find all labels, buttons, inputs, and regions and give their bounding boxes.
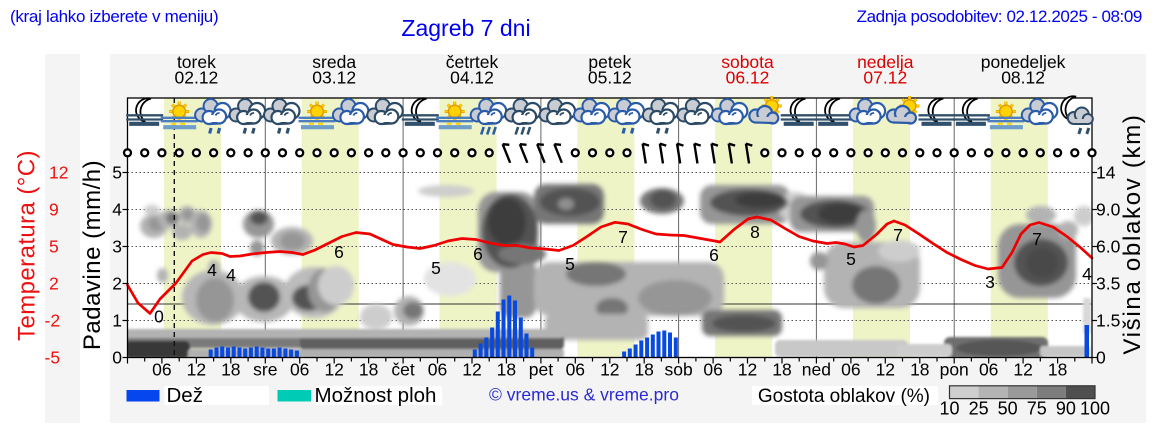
svg-text:Dež: Dež bbox=[167, 384, 203, 407]
svg-text:pet: pet bbox=[529, 360, 553, 380]
svg-text:sobota: sobota bbox=[721, 52, 774, 72]
svg-text:četrtek: četrtek bbox=[446, 52, 499, 72]
svg-text:ned: ned bbox=[802, 360, 831, 380]
svg-text:12: 12 bbox=[49, 163, 68, 183]
svg-text:75: 75 bbox=[1027, 399, 1047, 419]
svg-text:02.12: 02.12 bbox=[175, 68, 219, 88]
svg-text:12: 12 bbox=[876, 360, 895, 380]
svg-text:12: 12 bbox=[600, 360, 619, 380]
svg-text:7: 7 bbox=[893, 225, 903, 245]
svg-text:5: 5 bbox=[431, 258, 441, 278]
svg-text:-5: -5 bbox=[45, 348, 61, 368]
svg-text:petek: petek bbox=[588, 52, 631, 72]
svg-text:12: 12 bbox=[1013, 360, 1032, 380]
svg-text:0: 0 bbox=[1096, 348, 1106, 368]
svg-text:sreda: sreda bbox=[312, 52, 356, 72]
svg-text:pon: pon bbox=[940, 360, 969, 380]
svg-text:18: 18 bbox=[221, 360, 240, 380]
svg-text:1.5: 1.5 bbox=[1096, 311, 1120, 331]
svg-text:čet: čet bbox=[391, 360, 414, 380]
svg-text:06: 06 bbox=[703, 360, 722, 380]
svg-text:18: 18 bbox=[634, 360, 653, 380]
svg-text:05.12: 05.12 bbox=[588, 68, 632, 88]
svg-text:3: 3 bbox=[112, 237, 122, 257]
svg-text:Zadnja posodobitev: 02.12.2025: Zadnja posodobitev: 02.12.2025 - 08:09 bbox=[857, 7, 1142, 26]
svg-text:sob: sob bbox=[664, 360, 692, 380]
svg-text:06: 06 bbox=[566, 360, 585, 380]
svg-text:06: 06 bbox=[841, 360, 860, 380]
svg-text:08.12: 08.12 bbox=[1001, 68, 1045, 88]
svg-text:14: 14 bbox=[1096, 163, 1116, 183]
svg-text:6: 6 bbox=[709, 245, 719, 265]
svg-text:18: 18 bbox=[1048, 360, 1067, 380]
svg-text:18: 18 bbox=[359, 360, 378, 380]
svg-text:18: 18 bbox=[772, 360, 791, 380]
svg-text:18: 18 bbox=[910, 360, 929, 380]
svg-text:ponedeljek: ponedeljek bbox=[981, 52, 1066, 72]
svg-text:sre: sre bbox=[253, 360, 277, 380]
svg-text:8: 8 bbox=[750, 222, 760, 242]
svg-text:03.12: 03.12 bbox=[312, 68, 356, 88]
svg-text:2: 2 bbox=[112, 274, 122, 294]
svg-text:9.0: 9.0 bbox=[1096, 200, 1121, 220]
svg-text:5: 5 bbox=[565, 254, 575, 274]
svg-text:4: 4 bbox=[112, 200, 122, 220]
svg-text:7: 7 bbox=[1032, 229, 1042, 249]
svg-text:nedelja: nedelja bbox=[857, 52, 914, 72]
svg-text:© vreme.us & vreme.pro: © vreme.us & vreme.pro bbox=[489, 385, 679, 405]
svg-text:Temperatura (°C): Temperatura (°C) bbox=[14, 150, 41, 341]
svg-text:4: 4 bbox=[207, 260, 217, 280]
svg-text:50: 50 bbox=[998, 399, 1018, 419]
svg-text:4: 4 bbox=[1082, 264, 1092, 284]
svg-text:torek: torek bbox=[177, 52, 216, 72]
svg-text:100: 100 bbox=[1080, 399, 1110, 419]
svg-text:5: 5 bbox=[112, 163, 122, 183]
svg-text:6.0: 6.0 bbox=[1096, 237, 1121, 257]
svg-text:10: 10 bbox=[939, 399, 959, 419]
svg-text:12: 12 bbox=[462, 360, 481, 380]
svg-text:90: 90 bbox=[1056, 399, 1076, 419]
svg-text:Višina oblakov (km): Višina oblakov (km) bbox=[1119, 113, 1146, 354]
svg-text:07.12: 07.12 bbox=[863, 68, 907, 88]
svg-text:12: 12 bbox=[324, 360, 343, 380]
svg-text:6: 6 bbox=[334, 242, 344, 262]
svg-text:0: 0 bbox=[154, 307, 164, 327]
svg-text:3.5: 3.5 bbox=[1096, 274, 1120, 294]
svg-text:5: 5 bbox=[846, 249, 856, 269]
svg-text:(kraj lahko izberete v meniju): (kraj lahko izberete v meniju) bbox=[10, 7, 218, 26]
svg-text:18: 18 bbox=[497, 360, 516, 380]
svg-text:7: 7 bbox=[618, 227, 628, 247]
svg-text:4: 4 bbox=[226, 265, 236, 285]
svg-text:-2: -2 bbox=[45, 311, 61, 331]
svg-text:12: 12 bbox=[738, 360, 757, 380]
svg-text:12: 12 bbox=[187, 360, 206, 380]
svg-text:Padavine (mm/h): Padavine (mm/h) bbox=[79, 160, 106, 350]
svg-text:Možnost ploh: Možnost ploh bbox=[315, 384, 437, 407]
svg-text:3: 3 bbox=[985, 272, 995, 292]
svg-text:0: 0 bbox=[112, 348, 122, 368]
svg-text:06: 06 bbox=[428, 360, 447, 380]
svg-text:2: 2 bbox=[49, 274, 59, 294]
svg-text:06: 06 bbox=[290, 360, 309, 380]
svg-text:9: 9 bbox=[49, 200, 59, 220]
svg-text:06.12: 06.12 bbox=[726, 68, 770, 88]
svg-text:06: 06 bbox=[979, 360, 998, 380]
svg-text:6: 6 bbox=[473, 244, 483, 264]
svg-text:Gostota oblakov (%): Gostota oblakov (%) bbox=[758, 386, 930, 407]
svg-text:1: 1 bbox=[112, 311, 122, 331]
svg-text:06: 06 bbox=[152, 360, 171, 380]
svg-text:25: 25 bbox=[969, 399, 989, 419]
svg-text:04.12: 04.12 bbox=[450, 68, 494, 88]
svg-text:5: 5 bbox=[49, 237, 59, 257]
svg-text:Zagreb 7 dni: Zagreb 7 dni bbox=[401, 15, 530, 41]
